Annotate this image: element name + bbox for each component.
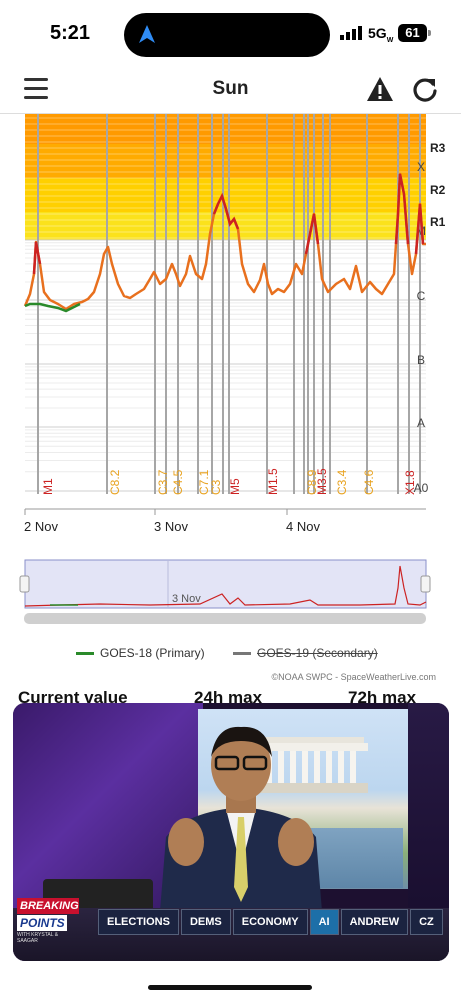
flare-label: C4.5 <box>171 469 185 495</box>
topic-tags: ELECTIONS DEMS ECONOMY AI ANDREW CZ <box>98 909 443 935</box>
topic-tag-dems: DEMS <box>180 909 231 935</box>
legend-label-primary: GOES-18 (Primary) <box>100 646 205 660</box>
legend-label-secondary: GOES-19 (Secondary) <box>257 646 378 660</box>
flare-label: X1.8 <box>403 470 417 495</box>
max-24h-label: 24h max <box>194 688 263 707</box>
flare-label: M5 <box>228 478 242 495</box>
band-r2 <box>25 144 426 178</box>
hamburger-menu-icon[interactable] <box>24 78 48 100</box>
flare-label: M3.5 <box>315 468 329 495</box>
x-tick-label: 2 Nov <box>24 519 58 534</box>
battery-icon: 61 <box>398 24 427 42</box>
navigator-series-line <box>24 565 427 607</box>
topic-tag-economy: ECONOMY <box>232 909 308 935</box>
band-r1-lower <box>25 212 426 240</box>
navigator-handle-left[interactable] <box>19 575 30 593</box>
y-tick-label: A <box>417 416 425 430</box>
flare-label: C3 <box>209 479 223 495</box>
pip-video-player[interactable]: BREAKING POINTS WITH KRYSTAL & SAAGAR EL… <box>13 703 449 961</box>
status-time: 5:21 <box>50 22 91 44</box>
show-logo: BREAKING POINTS WITH KRYSTAL & SAAGAR <box>17 898 79 944</box>
network-type: 5GW <box>368 25 394 44</box>
flare-label: C3.4 <box>335 469 349 495</box>
flare-label: C7.1 <box>197 469 211 495</box>
logo-breaking: BREAKING <box>17 898 79 914</box>
radio-blackout-label: R3 <box>430 141 446 155</box>
y-tick-label: C <box>417 289 426 303</box>
flare-segment <box>212 192 240 230</box>
flare-label: M1 <box>41 478 55 495</box>
flare-label: C8.9 <box>305 469 319 495</box>
navigation-arrow-icon <box>139 25 155 43</box>
legend-swatch-secondary <box>233 651 251 655</box>
chart-credit: ©NOAA SWPC - SpaceWeatherLive.com <box>271 672 436 682</box>
topic-tag-andrew: ANDREW <box>340 909 409 935</box>
radio-blackout-label: R2 <box>430 183 446 197</box>
x-tick-label: 3 Nov <box>154 519 188 534</box>
navigator-window[interactable] <box>24 559 427 609</box>
legend-item-secondary[interactable]: GOES-19 (Secondary) <box>233 646 378 660</box>
y-tick-label: A0 <box>414 481 429 495</box>
flare-label: C4.6 <box>362 469 376 495</box>
band-r3 <box>25 114 426 144</box>
primary-series-segment <box>24 302 81 313</box>
app-header: Sun <box>0 64 461 114</box>
current-value-label: Current value <box>18 688 128 707</box>
navigator-label: 3 Nov <box>172 593 201 605</box>
flare-segment <box>32 241 42 275</box>
chart-navigator[interactable]: 3 Nov <box>0 558 461 628</box>
alert-warning-icon[interactable] <box>366 76 394 102</box>
flare-label: M1.5 <box>266 468 280 495</box>
flare-segment <box>414 203 425 255</box>
radio-blackout-label: R1 <box>430 215 446 229</box>
flare-label: C8.2 <box>108 469 122 495</box>
legend-item-primary[interactable]: GOES-18 (Primary) <box>76 646 205 660</box>
max-72h-label: 72h max <box>348 688 417 707</box>
refresh-icon[interactable] <box>412 76 438 102</box>
logo-points: POINTS <box>17 915 67 931</box>
y-tick-label: X <box>417 160 425 174</box>
topic-tag-cz: CZ <box>410 909 443 935</box>
topic-tag-elections: ELECTIONS <box>98 909 179 935</box>
page-title: Sun <box>212 78 249 99</box>
flare-segment <box>304 213 320 255</box>
status-bar: 5:21 5GW 61 <box>0 0 461 64</box>
dynamic-island <box>124 13 330 57</box>
stats-header: Current value 24h max 72h max <box>18 688 448 708</box>
logo-subtitle: WITH KRYSTAL & SAAGAR <box>17 932 59 944</box>
signal-icon <box>340 26 362 40</box>
home-indicator[interactable] <box>148 985 312 990</box>
navigator-scrollbar[interactable] <box>24 613 426 624</box>
legend-swatch-primary <box>76 651 94 655</box>
topic-tag-ai: AI <box>309 909 339 935</box>
flare-label: C3.7 <box>156 469 170 495</box>
x-tick-label: 4 Nov <box>286 519 320 534</box>
battery-tip <box>428 30 431 36</box>
chart-legend: GOES-18 (Primary) GOES-19 (Secondary) <box>0 644 461 664</box>
flare-segment <box>394 173 410 245</box>
navigator-handle-right[interactable] <box>420 575 431 593</box>
y-tick-label: B <box>417 353 425 367</box>
